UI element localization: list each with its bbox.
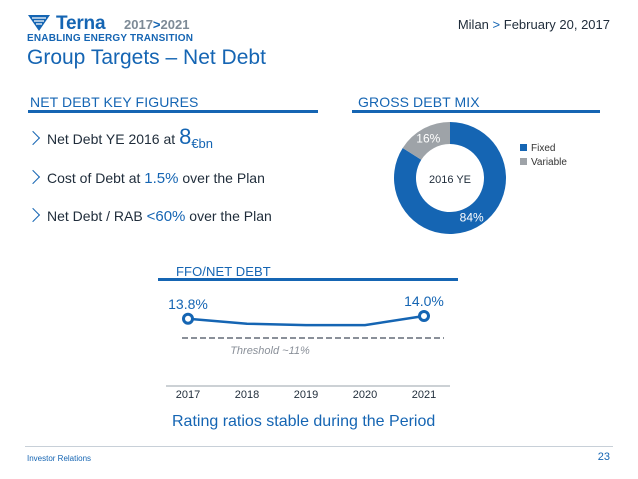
ffo-point-2017 xyxy=(182,312,194,325)
brand-name: Terna xyxy=(56,13,106,34)
gross-debt-divider xyxy=(352,110,600,113)
legend-swatch-variable xyxy=(520,158,527,165)
ffo-series-line xyxy=(187,314,425,327)
page-number: 23 xyxy=(597,451,610,463)
footer-divider xyxy=(25,446,613,447)
terna-logo-icon xyxy=(26,13,52,33)
pie-label-fixed: 84% xyxy=(460,210,484,224)
pie-slice-fixed xyxy=(394,122,506,234)
legend-item-variable: Variable xyxy=(520,157,567,168)
ffo-heading: FFO/NET DEBT xyxy=(176,264,271,279)
key-figures-divider xyxy=(28,110,318,113)
gross-debt-heading: GROSS DEBT MIX xyxy=(358,94,480,110)
x-tick-2019: 2019 xyxy=(294,389,318,401)
location-date: Milan > February 20, 2017 xyxy=(457,17,610,32)
x-tick-2017: 2017 xyxy=(176,389,200,401)
gross-debt-donut: 84% 16% 2016 YE xyxy=(394,122,506,234)
chevron-right-icon xyxy=(25,169,41,185)
pie-label-variable: 16% xyxy=(416,132,440,146)
x-tick-2021: 2021 xyxy=(412,389,436,401)
donut-center-label: 2016 YE xyxy=(429,174,471,186)
ffo-data-label-2017: 13.8% xyxy=(168,296,208,312)
key-item-net-debt-rab: Net Debt / RAB <60% over the Plan xyxy=(25,207,272,225)
pie-slice-variable xyxy=(402,122,450,160)
page-title: Group Targets – Net Debt xyxy=(27,46,266,69)
rating-ratios-note: Rating ratios stable during the Period xyxy=(172,413,436,430)
ffo-divider xyxy=(158,278,458,281)
ffo-data-label-2021: 14.0% xyxy=(404,293,444,309)
key-item-net-debt: Net Debt YE 2016 at 8€bn xyxy=(25,124,213,151)
threshold-label: Threshold ~11% xyxy=(230,345,310,357)
key-figures-heading: NET DEBT KEY FIGURES xyxy=(30,94,199,110)
legend-swatch-fixed xyxy=(520,144,527,151)
x-tick-2018: 2018 xyxy=(235,389,259,401)
legend-item-fixed: Fixed xyxy=(520,143,555,154)
x-tick-2020: 2020 xyxy=(353,389,377,401)
brand-years: 2017>2021 xyxy=(124,17,190,32)
key-item-cost-of-debt: Cost of Debt at 1.5% over the Plan xyxy=(25,169,265,187)
investor-relations-label: Investor Relations xyxy=(27,454,92,463)
ffo-line-chart: Threshold ~11% 13.8% 14.0% 2017 2018 2019 2020… xyxy=(166,293,450,401)
chevron-right-icon xyxy=(25,130,41,146)
chevron-right-icon xyxy=(25,207,41,223)
ffo-point-2021 xyxy=(418,310,430,322)
tagline: ENABLING ENERGY TRANSITION xyxy=(27,33,194,44)
